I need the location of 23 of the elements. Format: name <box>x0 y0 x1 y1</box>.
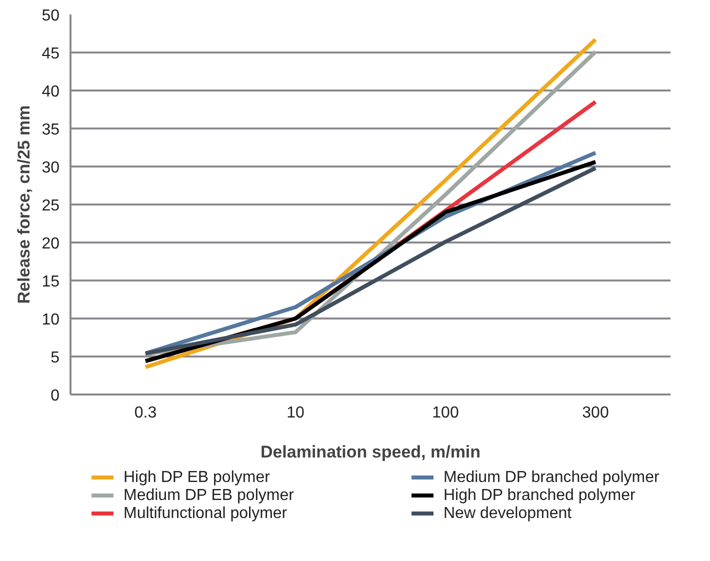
y-tick-label: 50 <box>42 8 60 24</box>
x-tick-label: 0.3 <box>134 404 157 422</box>
y-tick-label: 35 <box>42 122 60 138</box>
y-tick-label: 15 <box>42 274 60 290</box>
y-tick-label: 5 <box>50 350 60 366</box>
x-tick-label: 10 <box>286 404 304 422</box>
y-tick-label: 30 <box>42 160 60 176</box>
legend-label: Multifunctional polymer <box>124 505 288 522</box>
y-tick-label: 45 <box>42 46 60 62</box>
y-tick-label: 0 <box>50 388 60 404</box>
y-tick-label: 10 <box>42 312 60 328</box>
y-tick-label: 40 <box>42 84 60 100</box>
legend-label: New development <box>444 505 572 522</box>
x-tick-label: 100 <box>432 404 459 422</box>
legend-label: High DP EB polymer <box>124 469 271 486</box>
x-axis-title: Delamination speed, m/min <box>260 442 481 462</box>
y-tick-label: 25 <box>42 198 60 214</box>
legend-label: High DP branched polymer <box>444 487 636 504</box>
x-tick-label: 300 <box>582 404 609 422</box>
y-axis-title: Release force, cn/25 mm <box>14 105 34 304</box>
legend-label: Medium DP branched polymer <box>444 469 660 486</box>
legend-label: Medium DP EB polymer <box>124 487 295 504</box>
y-tick-label: 20 <box>42 236 60 252</box>
